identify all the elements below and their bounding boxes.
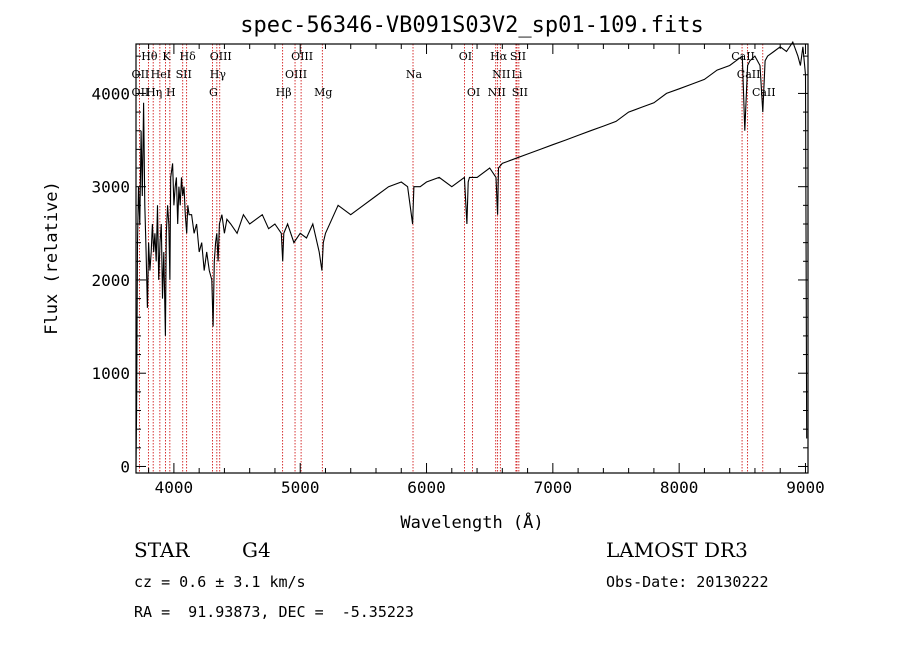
line-markers [139, 44, 764, 473]
line-label-26: CaII [737, 68, 761, 81]
line-label-8: SII [176, 68, 192, 81]
line-label-12: Hβ [276, 86, 292, 99]
obs-date: Obs-Date: 20130222 [606, 573, 769, 591]
line-label-13: OIII [291, 50, 313, 63]
x-tick-label-4: 8000 [660, 478, 699, 497]
y-tick-label-0: 0 [120, 457, 130, 476]
y-tick-label-3: 3000 [91, 178, 130, 197]
line-label-14: OIII [285, 68, 307, 81]
line-label-6: OII [132, 86, 150, 99]
x-tick-label-2: 6000 [407, 478, 446, 497]
line-label-2: K [162, 50, 171, 63]
y-axis-label: Flux (relative) [42, 181, 62, 335]
line-label-20: SII [510, 50, 526, 63]
line-label-0: Hθ [141, 50, 158, 63]
y-axis-ticks: 0 1000 2000 3000 4000 [91, 55, 808, 476]
line-label-4: Hδ [180, 50, 197, 63]
survey-label: LAMOST DR3 [606, 538, 748, 562]
y-tick-label-2: 2000 [91, 271, 130, 290]
line-label-1: Hη [146, 86, 162, 99]
spectrum-line [135, 40, 808, 467]
y-tick-label-1: 1000 [91, 364, 130, 383]
line-label-22: Li [512, 68, 523, 81]
coordinates: RA = 91.93873, DEC = -5.35223 [134, 603, 414, 621]
line-label-3: H [166, 86, 176, 99]
x-tick-label-0: 4000 [155, 478, 194, 497]
line-label-24: SII [512, 86, 528, 99]
subclass: G4 [242, 538, 271, 562]
line-label-18: OI [467, 86, 480, 99]
redshift-value: cz = 0.6 ± 3.1 km/s [134, 573, 306, 591]
chart-title: spec-56346-VB091S03V2_sp01-109.fits [240, 13, 704, 38]
x-axis-label: Wavelength (Å) [400, 511, 543, 533]
plot-frame [135, 43, 809, 474]
line-label-19: Hα [490, 50, 508, 63]
x-tick-label-3: 7000 [534, 478, 573, 497]
line-label-9: OIII [210, 50, 232, 63]
line-label-16: Na [406, 68, 423, 81]
line-label-11: G [209, 86, 218, 99]
object-class: STAR [134, 538, 190, 562]
y-tick-label-4: 4000 [91, 84, 130, 103]
x-axis-ticks: 4000 5000 6000 7000 8000 9000 [148, 44, 825, 497]
line-label-17: OI [459, 50, 472, 63]
line-label-23: NII [488, 86, 506, 99]
x-tick-label-5: 9000 [786, 478, 825, 497]
line-label-7: HeI [151, 68, 171, 81]
line-label-15: Mg [314, 86, 332, 99]
x-tick-label-1: 5000 [281, 478, 320, 497]
line-label-21: NII [492, 68, 510, 81]
line-label-10: Hγ [210, 68, 227, 81]
